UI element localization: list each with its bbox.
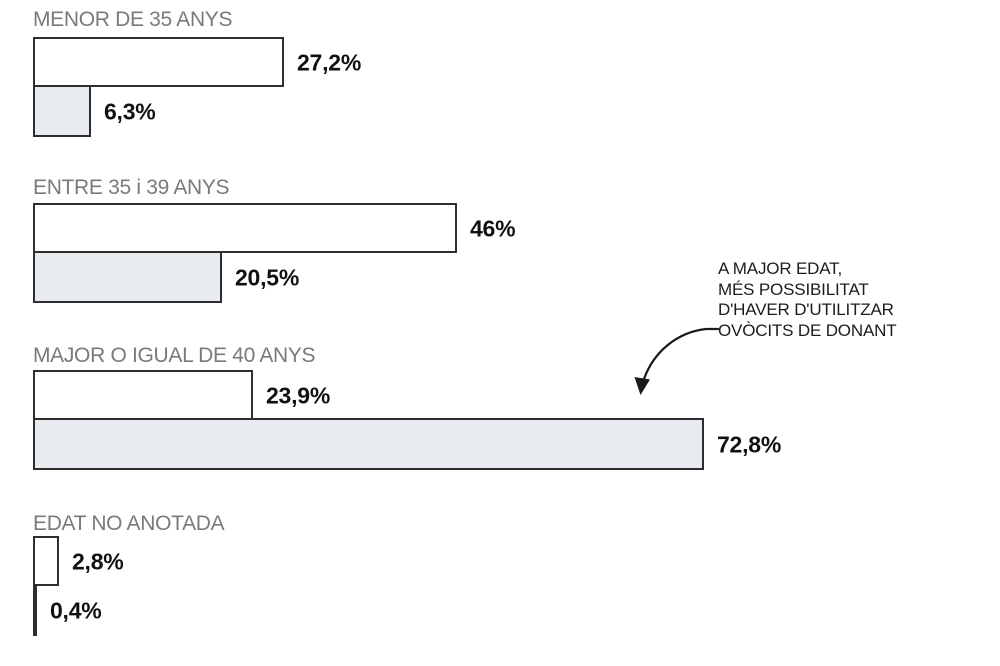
category-label: MENOR DE 35 ANYS <box>33 8 233 31</box>
bar-ovocits-propis <box>33 203 457 253</box>
annotation-arrow-icon <box>634 327 720 395</box>
category-label: MAJOR O IGUAL DE 40 ANYS <box>33 344 316 367</box>
bar-ovocits-propis <box>33 37 284 87</box>
value-label-propis: 23,9% <box>266 382 331 409</box>
value-label-propis: 2,8% <box>72 548 124 575</box>
bar-ovocits-propis <box>33 370 253 420</box>
value-label-propis: 27,2% <box>297 49 362 76</box>
value-label-propis: 46% <box>470 215 516 242</box>
annotation-line: D'HAVER D'UTILITZAR <box>718 300 894 319</box>
bar-ovocits-donant <box>33 85 91 137</box>
annotation-text: A MAJOR EDAT, MÉS POSSIBILITAT D'HAVER D… <box>718 259 897 341</box>
annotation-line: MÉS POSSIBILITAT <box>718 279 869 299</box>
value-label-donant: 6,3% <box>104 98 156 125</box>
bar-ovocits-propis <box>33 536 59 586</box>
bar-ovocits-donant <box>33 418 704 470</box>
annotation-line: A MAJOR EDAT, <box>718 259 843 278</box>
annotation-line: OVÒCITS DE DONANT <box>718 320 897 340</box>
bar-ovocits-donant <box>33 584 37 636</box>
value-label-donant: 20,5% <box>235 264 300 291</box>
category-label: ENTRE 35 i 39 ANYS <box>33 176 230 199</box>
value-label-donant: 0,4% <box>50 597 102 624</box>
value-label-donant: 72,8% <box>717 431 782 458</box>
bar-ovocits-donant <box>33 251 222 303</box>
category-label: EDAT NO ANOTADA <box>33 512 225 535</box>
